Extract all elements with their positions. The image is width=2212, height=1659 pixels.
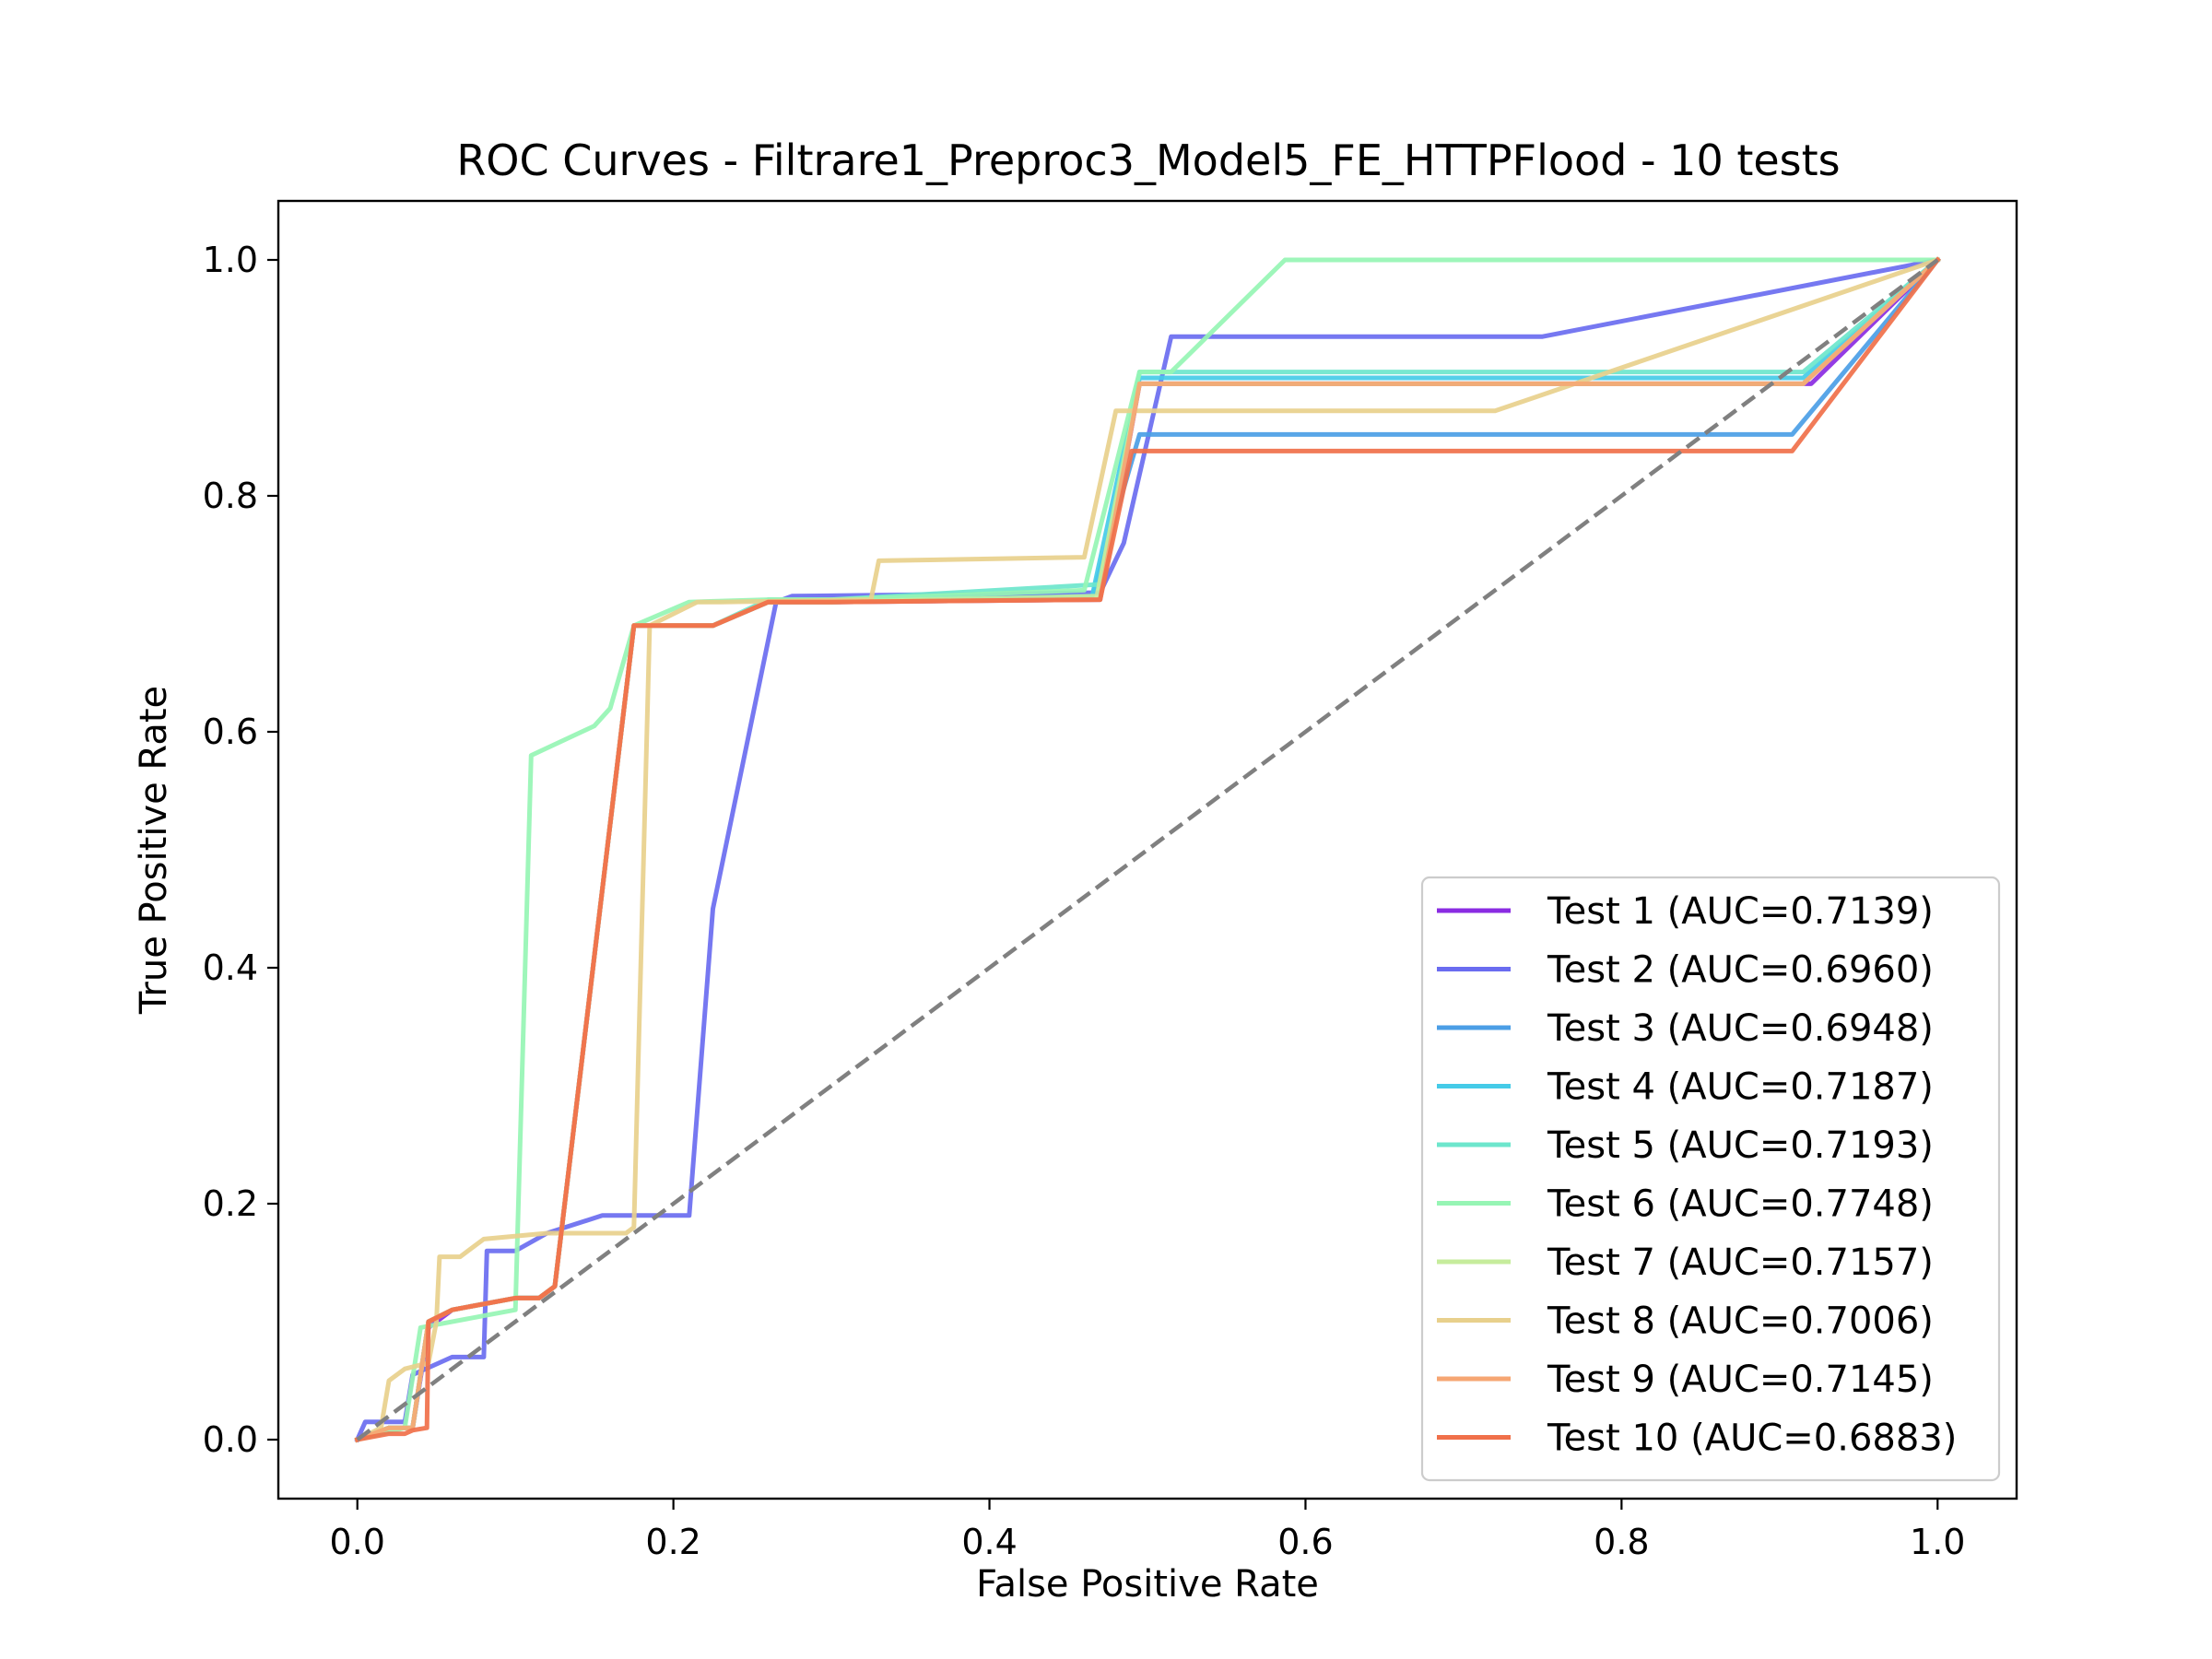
roc-line-test-10 xyxy=(354,256,1941,1442)
legend-label-test-5: Test 5 (AUC=0.7193) xyxy=(1547,1124,1934,1167)
plot-area xyxy=(354,256,1941,1443)
legend-label-test-2: Test 2 (AUC=0.6960) xyxy=(1547,949,1934,992)
legend-label-test-7: Test 7 (AUC=0.7157) xyxy=(1547,1241,1934,1284)
y-axis-label: True Positive Rate xyxy=(133,686,175,1015)
legend-label-test-4: Test 4 (AUC=0.7187) xyxy=(1547,1066,1934,1109)
legend-label-test-8: Test 8 (AUC=0.7006) xyxy=(1547,1300,1934,1343)
legend-label-test-1: Test 1 (AUC=0.7139) xyxy=(1547,890,1934,933)
y-axis: 0.0 0.2 0.4 0.6 0.8 1.0 xyxy=(203,240,278,1460)
legend-box xyxy=(1420,876,2001,1482)
legend: Test 1 (AUC=0.7139) Test 2 (AUC=0.6960) Te… xyxy=(1420,876,2001,1482)
y-tick-label: 1.0 xyxy=(203,240,258,280)
x-tick-label: 0.4 xyxy=(961,1522,1017,1562)
x-tick-label: 0.2 xyxy=(645,1522,700,1562)
x-axis-label: False Positive Rate xyxy=(976,1563,1319,1606)
legend-label-test-3: Test 3 (AUC=0.6948) xyxy=(1547,1007,1934,1050)
x-tick-label: 0.0 xyxy=(330,1522,385,1562)
y-tick-label: 0.0 xyxy=(203,1419,258,1460)
roc-line-test-8 xyxy=(354,256,1941,1443)
y-tick-label: 0.4 xyxy=(203,947,258,988)
legend-label-test-10: Test 10 (AUC=0.6883) xyxy=(1547,1418,1957,1460)
legend-label-test-6: Test 6 (AUC=0.7748) xyxy=(1547,1183,1934,1226)
x-tick-label: 0.8 xyxy=(1594,1522,1649,1562)
legend-label-test-9: Test 9 (AUC=0.7145) xyxy=(1547,1359,1934,1401)
chart-title: ROC Curves - Filtrare1_Preproc3_Model5_F… xyxy=(456,135,1840,185)
y-tick-label: 0.6 xyxy=(203,712,258,752)
x-tick-label: 1.0 xyxy=(1910,1522,1965,1562)
x-axis: 0.0 0.2 0.4 0.6 0.8 1.0 xyxy=(330,1499,1965,1562)
axes-frame xyxy=(276,199,2018,1500)
y-tick-label: 0.2 xyxy=(203,1183,258,1224)
y-tick-label: 0.8 xyxy=(203,476,258,516)
x-tick-label: 0.6 xyxy=(1277,1522,1333,1562)
chance-diagonal-line xyxy=(356,258,1939,1441)
